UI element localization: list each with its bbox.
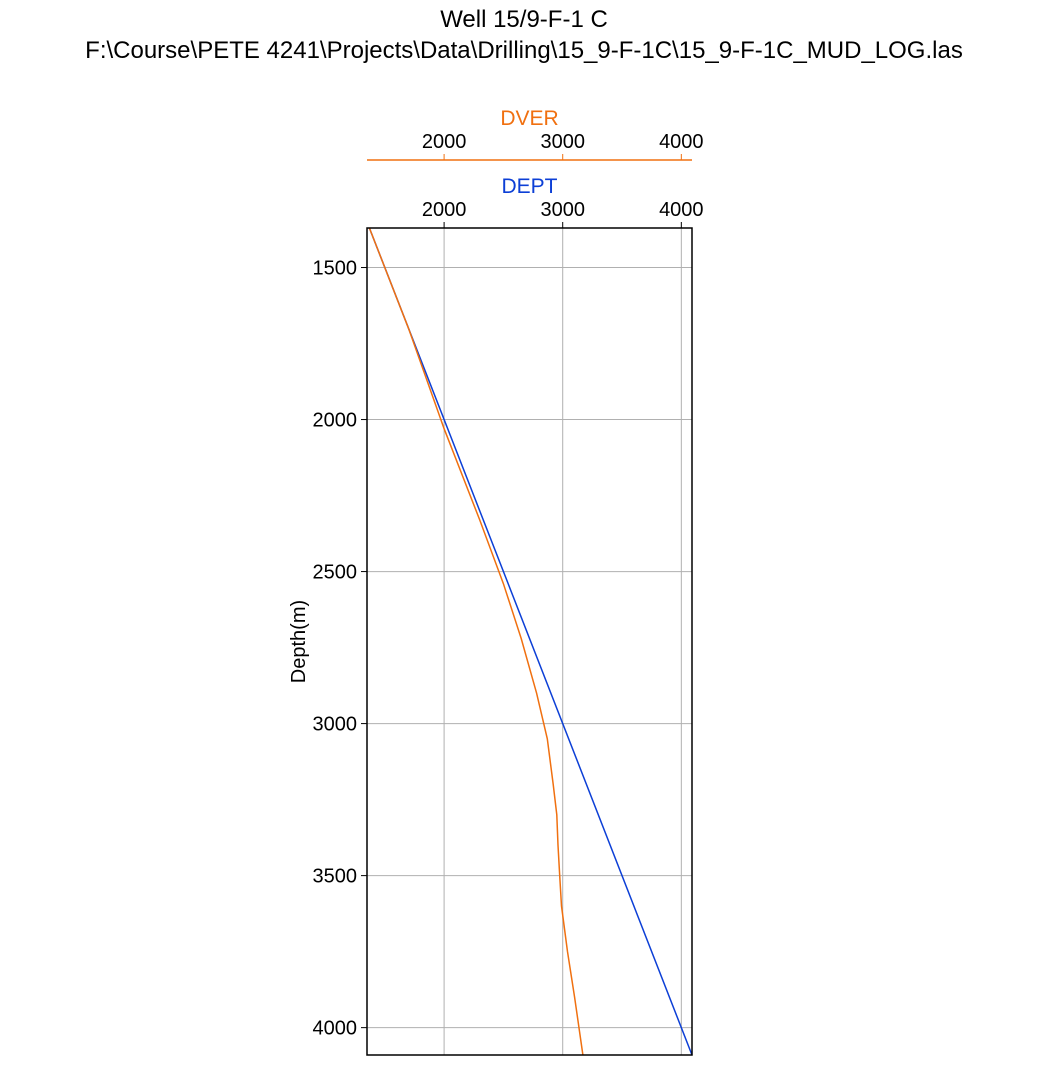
x-tick-label-dver: 2000 [422,131,467,153]
x-tick-label-dver: 3000 [540,131,585,153]
chart-subtitle: F:\Course\PETE 4241\Projects\Data\Drilli… [85,37,963,64]
y-tick-label: 3000 [313,714,358,736]
y-tick-label: 2000 [313,410,358,432]
y-axis-label: Depth(m) [288,600,310,683]
series-line-dver [368,227,584,1056]
x-tick-label-dept: 2000 [422,199,467,221]
y-tick-label: 3500 [313,866,358,888]
x-tick-label-dept: 4000 [659,199,704,221]
y-tick-label: 1500 [313,258,358,280]
series-label-dept: DEPT [501,175,557,198]
series-layer [368,227,693,1056]
series-label-dver: DVER [500,107,558,130]
x-tick-label-dver: 4000 [659,131,704,153]
series-line-dept [368,227,693,1056]
y-tick-label: 2500 [313,562,358,584]
y-axis: 1500 2000 2500 3000 3500 4000 [313,258,367,1040]
chart-title: Well 15/9-F-1 C [440,6,608,33]
top-axes: 2000 3000 4000 DEPT 2000 3000 4000 DVER [367,107,704,228]
y-tick-label: 4000 [313,1018,358,1040]
plot-frame [366,227,693,1056]
x-tick-label-dept: 3000 [540,199,585,221]
